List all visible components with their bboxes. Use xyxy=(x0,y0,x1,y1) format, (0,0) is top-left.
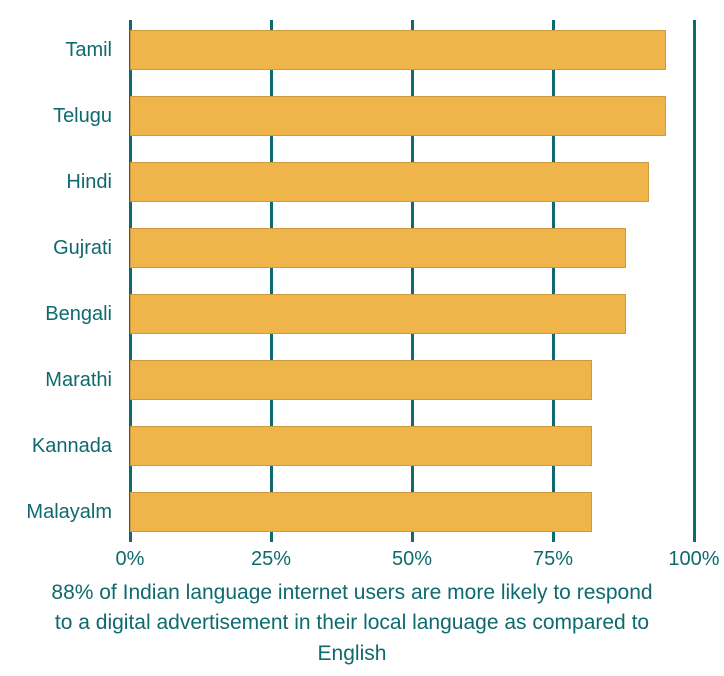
bar-track xyxy=(130,96,694,136)
bar-fill xyxy=(130,294,626,334)
bar-fill xyxy=(130,162,649,202)
bar-row: Malayalm xyxy=(10,482,694,542)
bar-label: Telugu xyxy=(10,105,130,128)
bar-row: Hindi xyxy=(10,152,694,212)
axis-tick: 100% xyxy=(668,548,719,571)
bar-fill xyxy=(130,30,666,70)
bar-row: Marathi xyxy=(10,350,694,410)
bar-track xyxy=(130,228,694,268)
bar-label: Gujrati xyxy=(10,237,130,260)
bar-fill xyxy=(130,228,626,268)
bar-label: Tamil xyxy=(10,39,130,62)
bar-fill xyxy=(130,492,592,532)
axis-tick: 75% xyxy=(533,548,573,571)
chart-caption: 88% of Indian language internet users ar… xyxy=(10,578,694,669)
x-axis: 0%25%50%75%100% xyxy=(10,548,694,578)
bar-track xyxy=(130,360,694,400)
bar-label: Bengali xyxy=(10,303,130,326)
bar-track xyxy=(130,492,694,532)
bar-row: Tamil xyxy=(10,20,694,80)
bar-label: Hindi xyxy=(10,171,130,194)
bar-row: Bengali xyxy=(10,284,694,344)
axis-tick: 25% xyxy=(251,548,291,571)
bar-label: Marathi xyxy=(10,369,130,392)
bar-track xyxy=(130,294,694,334)
bars-container: Tamil Telugu Hindi Gujrati Bengali Marathi Kan… xyxy=(10,20,694,542)
bar-track xyxy=(130,30,694,70)
bar-fill xyxy=(130,426,592,466)
bar-row: Kannada xyxy=(10,416,694,476)
bar-track xyxy=(130,162,694,202)
bar-track xyxy=(130,426,694,466)
chart-area: Tamil Telugu Hindi Gujrati Bengali Marathi Kan… xyxy=(10,20,694,550)
bar-row: Telugu xyxy=(10,86,694,146)
axis-tick: 0% xyxy=(116,548,145,571)
bar-label: Malayalm xyxy=(10,501,130,524)
bar-label: Kannada xyxy=(10,435,130,458)
bar-row: Gujrati xyxy=(10,218,694,278)
bar-fill xyxy=(130,96,666,136)
axis-tick: 50% xyxy=(392,548,432,571)
bar-fill xyxy=(130,360,592,400)
